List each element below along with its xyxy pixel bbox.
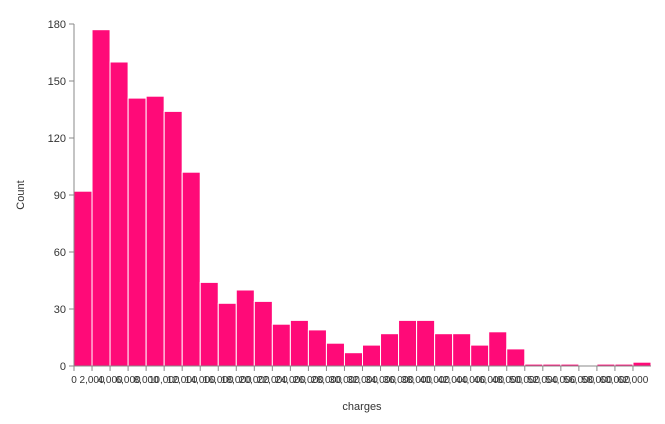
y-axis-title: Count [15, 180, 27, 209]
histogram-bar [488, 331, 508, 367]
x-tick-label: 14,000 [185, 375, 216, 386]
histogram-bar [452, 333, 472, 367]
y-tick-label: 150 [48, 76, 66, 88]
x-tick-label: 46,000 [473, 375, 504, 386]
x-tick-label: 0 [71, 375, 77, 386]
x-tick-label: 20,000 [239, 375, 270, 386]
x-tick-label: 12,000 [167, 375, 198, 386]
x-tick-label: 22,000 [257, 375, 288, 386]
y-tick-label: 60 [54, 247, 66, 259]
histogram-bar [217, 302, 237, 367]
bars-group [73, 29, 652, 367]
x-tick-label: 32,000 [347, 375, 378, 386]
histogram-bar [145, 95, 165, 367]
x-tick-label: 42,000 [437, 375, 468, 386]
x-tick-label: 10,000 [149, 375, 180, 386]
histogram-bar [235, 289, 255, 367]
histogram-bar [362, 344, 382, 367]
histogram-bar [416, 319, 436, 367]
x-tick-label: 16,000 [203, 375, 234, 386]
x-tick-label: 30,000 [329, 375, 360, 386]
x-axis-title: charges [342, 401, 382, 413]
histogram-bar [163, 110, 183, 367]
y-tick-label: 0 [60, 361, 66, 373]
histogram-bar [398, 319, 418, 367]
x-tick-label: 54,000 [546, 375, 577, 386]
x-axis: 0 2,0004,0006,0008,00010,00012,00014,0001… [71, 365, 651, 386]
x-tick-label: 50,000 [509, 375, 540, 386]
histogram-bar [307, 329, 327, 367]
histogram-bar [271, 323, 291, 367]
y-tick-label: 180 [48, 19, 66, 31]
histogram-bar [127, 97, 147, 367]
histogram-bar [434, 333, 454, 367]
histogram-bar [253, 300, 273, 367]
histogram-bar [109, 61, 129, 367]
x-tick-label: 2,000 [80, 375, 105, 386]
x-tick-label: 36,000 [383, 375, 414, 386]
x-tick-label: 6,000 [116, 375, 141, 386]
x-tick-label: 28,000 [311, 375, 342, 386]
histogram-bar [470, 344, 490, 367]
x-tick-label: 24,000 [275, 375, 306, 386]
histogram-bar [73, 190, 93, 367]
x-tick-label: 48,000 [491, 375, 522, 386]
x-tick-label: 60,000 [600, 375, 631, 386]
histogram-bar [343, 352, 363, 367]
x-tick-label: 26,000 [293, 375, 324, 386]
histogram-bar [181, 171, 201, 367]
histogram-bar [506, 348, 526, 367]
x-tick-label: 18,000 [221, 375, 252, 386]
x-tick-label: 62,000 [618, 375, 649, 386]
histogram-bar [289, 319, 309, 367]
x-tick-label: 52,000 [528, 375, 559, 386]
x-tick-label: 40,000 [419, 375, 450, 386]
x-tick-label: 38,000 [401, 375, 432, 386]
histogram-bar [91, 29, 111, 367]
y-axis: 0 30 60 90 120 150 180 [48, 19, 75, 373]
x-tick-label: 44,000 [455, 375, 486, 386]
y-tick-label: 90 [54, 190, 66, 202]
histogram-bar [325, 342, 345, 367]
histogram-bar [380, 333, 400, 367]
x-tick-label: 8,000 [134, 375, 159, 386]
histogram-bar [632, 361, 652, 367]
x-tick-label: 58,000 [582, 375, 613, 386]
x-tick-label: 56,000 [564, 375, 595, 386]
x-tick-label: 34,000 [365, 375, 396, 386]
histogram-bar [199, 281, 219, 367]
y-tick-label: 30 [54, 304, 66, 316]
y-tick-label: 120 [48, 133, 66, 145]
x-tick-label: 4,000 [98, 375, 123, 386]
